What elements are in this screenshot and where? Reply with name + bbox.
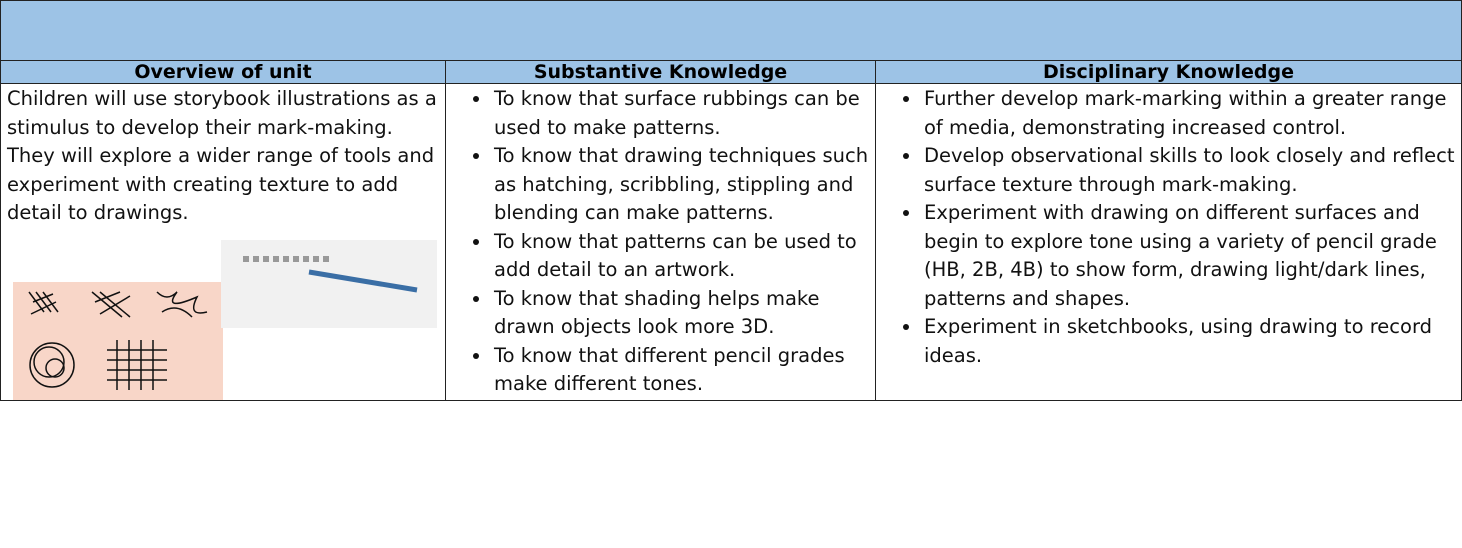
bullet-item: Experiment in sketchbooks, using drawing… [922, 313, 1455, 370]
header-row: Overview of unit Substantive Knowledge D… [0, 60, 1462, 84]
header-cell: Disciplinary Knowledge [875, 60, 1462, 84]
bullet-item: To know that different pencil grades mak… [492, 342, 869, 399]
overview-text: Children will use storybook illustration… [7, 87, 437, 224]
top-bar [0, 0, 1462, 61]
disciplinary-cell: Further develop mark-marking within a gr… [875, 83, 1462, 401]
grade-swatches [243, 255, 329, 262]
mark-samples [28, 290, 208, 390]
bullet-item: To know that shading helps make drawn ob… [492, 285, 869, 342]
bullet-item: Further develop mark-marking within a gr… [922, 85, 1455, 142]
disciplinary-list: Further develop mark-marking within a gr… [882, 85, 1455, 370]
unit-table: Overview of unit Substantive Knowledge D… [0, 60, 1462, 401]
header-cell: Substantive Knowledge [445, 60, 876, 84]
images [7, 239, 439, 400]
bullet-item: Experiment with drawing on different sur… [922, 199, 1455, 313]
pencil [308, 269, 418, 292]
body-row: Children will use storybook illustration… [0, 83, 1462, 401]
header-cell: Overview of unit [0, 60, 446, 84]
substantive-cell: To know that surface rubbings can be use… [445, 83, 876, 401]
bullet-item: To know that patterns can be used to add… [492, 228, 869, 285]
illustrations [13, 239, 437, 400]
bullet-item: To know that surface rubbings can be use… [492, 85, 869, 142]
pencil-photo [221, 239, 437, 328]
substantive-list: To know that surface rubbings can be use… [452, 85, 869, 399]
overview-cell: Children will use storybook illustration… [0, 83, 446, 401]
bullet-item: To know that drawing techniques such as … [492, 142, 869, 228]
bullet-item: Develop observational skills to look clo… [922, 142, 1455, 199]
